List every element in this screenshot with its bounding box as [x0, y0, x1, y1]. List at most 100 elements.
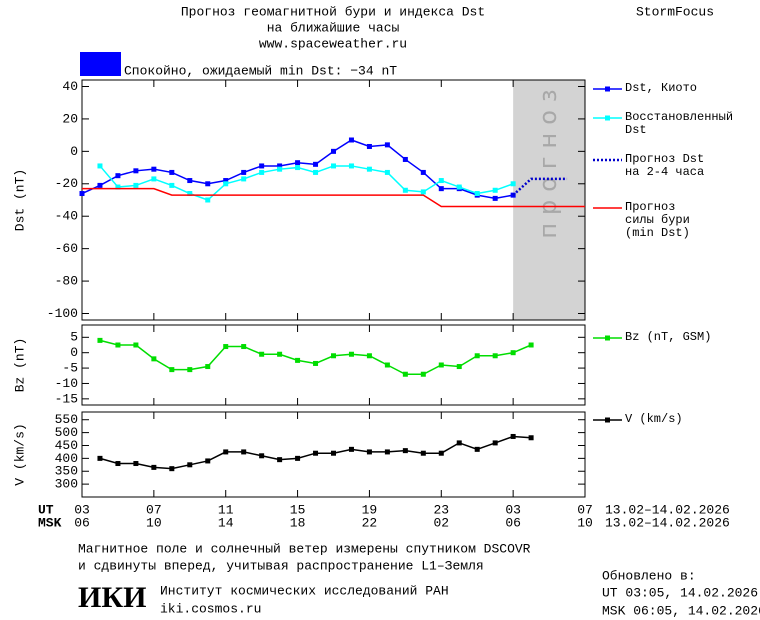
marker [366, 143, 372, 149]
x-axis-title: UT [38, 502, 54, 517]
marker [241, 169, 247, 175]
marker [187, 178, 193, 184]
marker [528, 342, 534, 348]
marker [151, 176, 157, 182]
y-tick-label: 400 [55, 451, 78, 466]
forecast-region [513, 80, 585, 320]
marker [331, 163, 336, 169]
x-tick-label-msk: 18 [290, 515, 306, 530]
marker [115, 461, 121, 467]
marker [205, 197, 211, 203]
legend-marker [605, 115, 610, 121]
y-tick-label: 0 [70, 345, 78, 360]
marker [205, 458, 211, 464]
marker [384, 142, 390, 148]
marker [151, 356, 157, 362]
updated-ut: UT 03:05, 14.02.2026 [602, 585, 758, 600]
y-axis-title: Dst (nT) [12, 169, 27, 231]
marker [384, 362, 390, 368]
y-tick-label: 300 [55, 477, 78, 492]
x-tick-label: 07 [577, 502, 593, 517]
marker [510, 350, 516, 356]
legend-marker [605, 417, 610, 423]
updated-msk: MSK 06:05, 14.02.2026 [602, 603, 760, 618]
y-tick-label: -100 [47, 306, 78, 321]
marker [492, 187, 498, 193]
marker [331, 148, 336, 154]
marker [313, 360, 319, 366]
marker [187, 191, 193, 197]
marker [402, 448, 408, 454]
marker [348, 137, 354, 143]
institute: Институт космических исследований РАН [160, 583, 449, 598]
y-tick-label: -20 [55, 176, 78, 191]
y-tick-label: 450 [55, 438, 78, 453]
marker [313, 161, 319, 167]
y-tick-label: -10 [55, 376, 78, 391]
marker [420, 189, 426, 195]
date-range: 13.02–14.02.2026 [605, 515, 730, 530]
forecast-label: прогноз [534, 81, 562, 238]
legend-entry: Bz (nT, GSM) [625, 330, 712, 344]
marker [277, 163, 283, 169]
legend-entry: Прогноз силы бури (min Dst) [625, 200, 690, 240]
x-tick-label: 19 [362, 502, 378, 517]
marker [259, 351, 265, 357]
x-axis-title: MSK [38, 515, 62, 530]
brand: StormFocus [636, 4, 714, 19]
note: Магнитное поле и солнечный ветер измерен… [78, 541, 531, 556]
marker [348, 351, 354, 357]
marker [492, 195, 498, 201]
marker [133, 461, 139, 467]
y-tick-label: 350 [55, 464, 78, 479]
marker [133, 168, 139, 174]
marker [259, 169, 265, 175]
plot-frame [81, 79, 586, 321]
marker [420, 371, 426, 377]
marker [169, 466, 175, 472]
y-axis-title: V (km/s) [12, 423, 27, 485]
title: www.spaceweather.ru [259, 36, 407, 51]
marker [259, 163, 265, 169]
note: и сдвинуты вперед, учитывая распростране… [78, 558, 484, 573]
marker [492, 353, 498, 359]
marker [295, 357, 301, 363]
marker [259, 453, 265, 459]
marker [241, 176, 247, 182]
marker [115, 173, 121, 179]
date-range: 13.02–14.02.2026 [605, 502, 730, 517]
marker [366, 353, 372, 359]
marker [115, 184, 121, 190]
marker [366, 166, 372, 172]
marker [348, 163, 354, 169]
legend-marker [605, 86, 610, 92]
marker [474, 446, 480, 452]
legend-entry: Dst, Киото [625, 81, 698, 95]
marker [97, 455, 103, 461]
marker [402, 156, 408, 162]
series-line [99, 165, 514, 201]
x-tick-label: 07 [146, 502, 162, 517]
marker [133, 182, 139, 188]
marker [115, 342, 121, 348]
updated-title: Обновлено в: [602, 568, 696, 583]
marker [295, 165, 301, 171]
y-tick-label: 500 [55, 425, 78, 440]
marker [384, 169, 390, 175]
marker [241, 344, 247, 350]
marker [223, 449, 229, 455]
marker [241, 449, 247, 455]
marker [456, 440, 462, 446]
marker [205, 364, 211, 370]
y-tick-label: -60 [55, 241, 78, 256]
marker [474, 353, 480, 359]
marker [205, 181, 211, 187]
marker [474, 191, 480, 197]
marker [151, 166, 157, 172]
marker [97, 163, 103, 169]
marker [492, 440, 498, 446]
title: на ближайшие часы [267, 20, 400, 35]
marker [295, 455, 301, 461]
